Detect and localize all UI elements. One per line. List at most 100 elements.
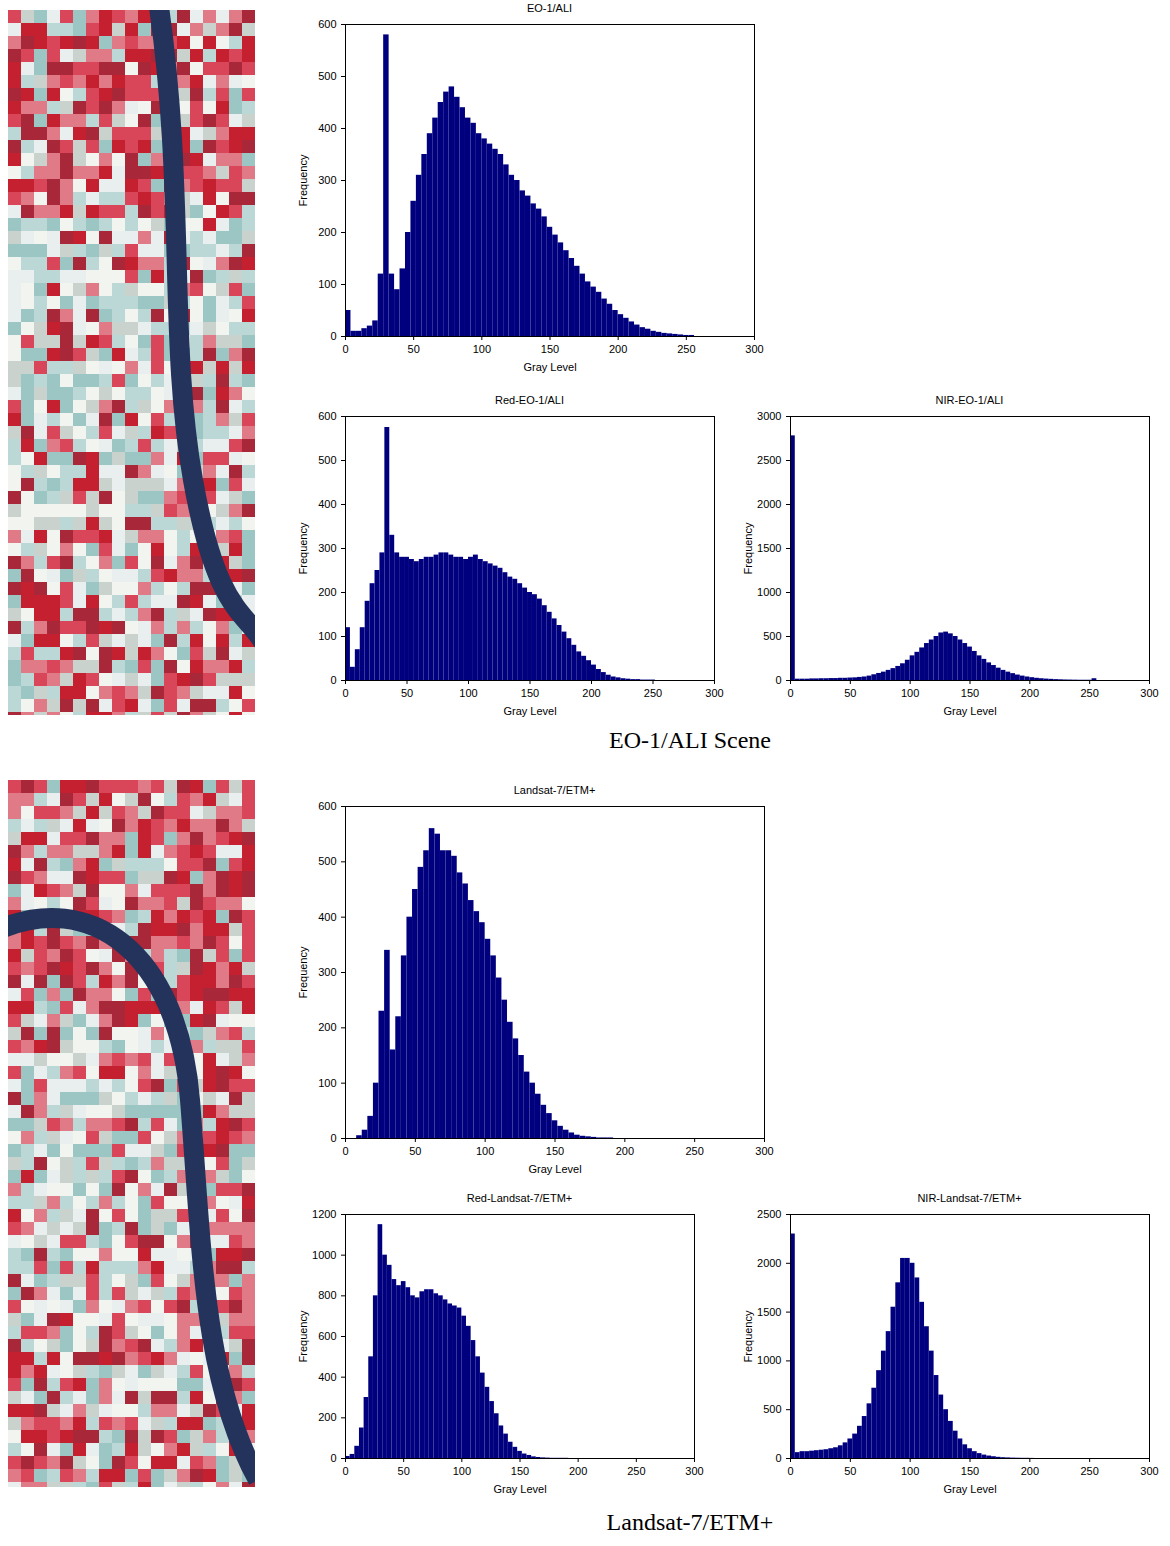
svg-text:100: 100 [453,1465,471,1477]
svg-text:Frequency: Frequency [297,1310,309,1362]
svg-text:50: 50 [844,687,856,699]
svg-text:50: 50 [409,1145,421,1157]
svg-text:0: 0 [775,674,781,686]
svg-text:Gray Level: Gray Level [503,705,556,717]
svg-text:200: 200 [616,1145,634,1157]
svg-text:2500: 2500 [757,454,781,466]
svg-text:Gray Level: Gray Level [493,1483,546,1495]
svg-text:0: 0 [342,1465,348,1477]
svg-text:0: 0 [330,674,336,686]
svg-text:Frequency: Frequency [297,946,309,998]
svg-text:200: 200 [318,586,336,598]
svg-text:0: 0 [330,1132,336,1144]
svg-text:250: 250 [677,343,695,355]
svg-text:500: 500 [318,855,336,867]
svg-text:100: 100 [459,687,477,699]
svg-text:3000: 3000 [757,410,781,422]
svg-text:500: 500 [318,454,336,466]
svg-text:0: 0 [342,1145,348,1157]
html-text:EO-1/ALI: EO-1/ALI [526,2,573,14]
svg-text:600: 600 [318,1330,336,1342]
svg-text:50: 50 [401,687,413,699]
svg-text:150: 150 [546,1145,564,1157]
svg-text:0: 0 [787,687,793,699]
svg-text:1000: 1000 [757,1354,781,1366]
svg-text:50: 50 [844,1465,856,1477]
html-text:EO-1/ALI Scene: EO-1/ALI Scene [609,727,771,753]
svg-text:600: 600 [318,18,336,30]
svg-text:300: 300 [318,966,336,978]
svg-text:150: 150 [521,687,539,699]
svg-text:250: 250 [1080,687,1098,699]
svg-text:200: 200 [318,226,336,238]
svg-text:300: 300 [755,1145,773,1157]
html-text:NIR-EO-1/ALI: NIR-EO-1/ALI [935,394,1004,406]
svg-text:600: 600 [318,800,336,812]
svg-text:200: 200 [582,687,600,699]
svg-text:500: 500 [763,630,781,642]
svg-text:100: 100 [476,1145,494,1157]
svg-text:250: 250 [627,1465,645,1477]
svg-text:200: 200 [1021,1465,1039,1477]
svg-text:400: 400 [318,498,336,510]
svg-text:200: 200 [569,1465,587,1477]
svg-text:1000: 1000 [312,1249,336,1261]
svg-text:800: 800 [318,1289,336,1301]
svg-text:150: 150 [961,1465,979,1477]
svg-text:Gray Level: Gray Level [528,1163,581,1175]
html-text:Red-EO-1/ALI: Red-EO-1/ALI [495,394,564,406]
svg-text:2000: 2000 [757,1257,781,1269]
svg-text:Gray Level: Gray Level [523,361,576,373]
svg-text:1200: 1200 [312,1208,336,1220]
svg-text:100: 100 [318,1077,336,1089]
svg-text:400: 400 [318,911,336,923]
svg-text:Frequency: Frequency [742,522,754,574]
svg-text:200: 200 [609,343,627,355]
svg-text:150: 150 [961,687,979,699]
svg-text:300: 300 [705,687,723,699]
svg-text:1000: 1000 [757,586,781,598]
svg-text:2000: 2000 [757,498,781,510]
svg-text:200: 200 [1021,687,1039,699]
svg-text:300: 300 [1140,1465,1158,1477]
svg-text:300: 300 [685,1465,703,1477]
svg-text:150: 150 [541,343,559,355]
svg-text:0: 0 [787,1465,793,1477]
svg-text:Frequency: Frequency [742,1310,754,1362]
svg-text:300: 300 [1140,687,1158,699]
svg-text:100: 100 [473,343,491,355]
svg-text:100: 100 [318,630,336,642]
svg-text:100: 100 [901,1465,919,1477]
svg-text:500: 500 [318,70,336,82]
svg-text:100: 100 [318,278,336,290]
svg-text:1500: 1500 [757,542,781,554]
svg-text:0: 0 [330,330,336,342]
svg-text:Frequency: Frequency [297,154,309,206]
svg-text:200: 200 [318,1021,336,1033]
svg-text:400: 400 [318,1371,336,1383]
svg-text:Frequency: Frequency [297,522,309,574]
svg-text:150: 150 [511,1465,529,1477]
svg-text:0: 0 [330,1452,336,1464]
svg-text:2500: 2500 [757,1208,781,1220]
svg-text:50: 50 [398,1465,410,1477]
svg-text:200: 200 [318,1411,336,1423]
svg-text:0: 0 [342,687,348,699]
svg-text:500: 500 [763,1403,781,1415]
svg-text:300: 300 [318,542,336,554]
html-text:Landsat-7/ETM+: Landsat-7/ETM+ [606,1509,774,1535]
svg-text:250: 250 [685,1145,703,1157]
svg-text:50: 50 [408,343,420,355]
svg-text:Gray Level: Gray Level [943,705,996,717]
svg-text:Gray Level: Gray Level [943,1483,996,1495]
svg-text:300: 300 [318,174,336,186]
svg-text:0: 0 [342,343,348,355]
svg-text:300: 300 [745,343,763,355]
svg-text:250: 250 [1080,1465,1098,1477]
svg-text:400: 400 [318,122,336,134]
svg-text:1500: 1500 [757,1306,781,1318]
svg-text:250: 250 [644,687,662,699]
svg-text:600: 600 [318,410,336,422]
svg-text:100: 100 [901,687,919,699]
svg-text:0: 0 [775,1452,781,1464]
